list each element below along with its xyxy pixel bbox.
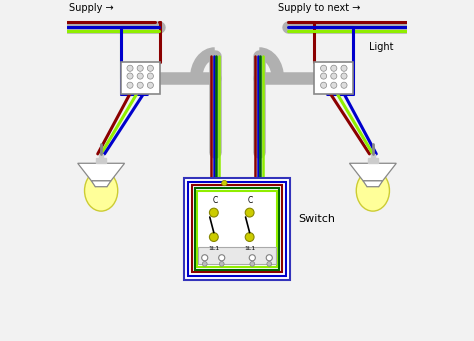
Bar bbox=[371, 154, 375, 158]
Polygon shape bbox=[78, 163, 125, 181]
Circle shape bbox=[147, 82, 154, 88]
Bar bbox=[314, 62, 353, 94]
Circle shape bbox=[137, 82, 143, 88]
Text: 1L1: 1L1 bbox=[244, 246, 255, 251]
Polygon shape bbox=[91, 181, 111, 187]
Circle shape bbox=[320, 73, 327, 79]
Text: Light: Light bbox=[369, 42, 394, 52]
Bar bbox=[192, 186, 282, 272]
Circle shape bbox=[219, 262, 224, 266]
Circle shape bbox=[341, 82, 347, 88]
Text: Switch: Switch bbox=[298, 214, 335, 224]
Circle shape bbox=[266, 255, 273, 261]
Text: Supply to next →: Supply to next → bbox=[278, 2, 360, 13]
Circle shape bbox=[147, 73, 154, 79]
Bar bbox=[99, 154, 103, 158]
Circle shape bbox=[137, 65, 143, 71]
Circle shape bbox=[127, 82, 133, 88]
Bar bbox=[198, 247, 276, 264]
Text: C: C bbox=[212, 196, 218, 205]
Circle shape bbox=[249, 255, 255, 261]
Bar bbox=[194, 188, 280, 270]
Ellipse shape bbox=[84, 170, 118, 211]
Circle shape bbox=[341, 65, 347, 71]
Circle shape bbox=[201, 255, 208, 261]
Polygon shape bbox=[349, 163, 396, 181]
Text: C: C bbox=[248, 196, 253, 205]
Circle shape bbox=[147, 65, 154, 71]
Circle shape bbox=[222, 180, 227, 186]
Circle shape bbox=[127, 65, 133, 71]
Polygon shape bbox=[363, 181, 383, 187]
Bar bbox=[184, 178, 290, 280]
Circle shape bbox=[331, 65, 337, 71]
Circle shape bbox=[341, 73, 347, 79]
Circle shape bbox=[127, 73, 133, 79]
Ellipse shape bbox=[356, 170, 390, 211]
Circle shape bbox=[320, 82, 327, 88]
Circle shape bbox=[245, 233, 254, 241]
Bar bbox=[197, 191, 277, 267]
Bar bbox=[368, 158, 378, 163]
Circle shape bbox=[219, 255, 225, 261]
Bar bbox=[189, 182, 285, 276]
Circle shape bbox=[267, 262, 272, 266]
Bar bbox=[121, 62, 160, 94]
Circle shape bbox=[202, 262, 207, 266]
Circle shape bbox=[210, 233, 218, 241]
Circle shape bbox=[331, 82, 337, 88]
Text: Supply →: Supply → bbox=[69, 2, 113, 13]
Circle shape bbox=[250, 262, 255, 266]
Circle shape bbox=[331, 73, 337, 79]
Bar bbox=[96, 158, 106, 163]
Circle shape bbox=[137, 73, 143, 79]
Circle shape bbox=[210, 208, 218, 217]
Circle shape bbox=[245, 208, 254, 217]
Text: 1L1: 1L1 bbox=[208, 246, 219, 251]
Circle shape bbox=[320, 65, 327, 71]
